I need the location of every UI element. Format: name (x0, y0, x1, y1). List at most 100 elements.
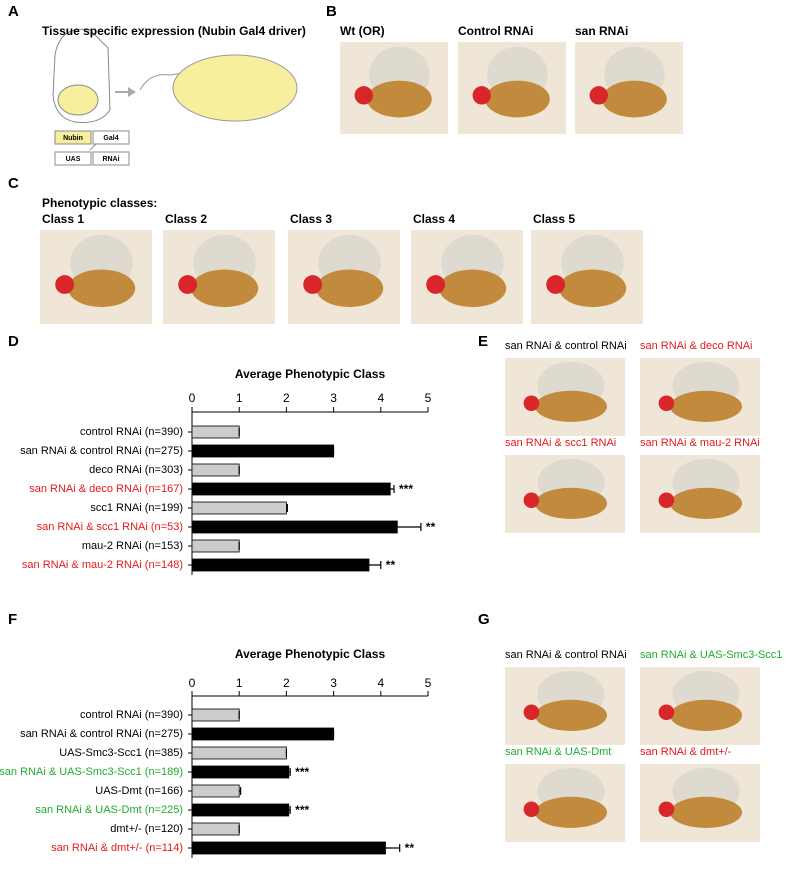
fly-eye (523, 395, 540, 412)
bar (191, 520, 398, 534)
fly-body (367, 80, 432, 118)
fly-eye (546, 275, 566, 294)
fly-body (602, 80, 667, 118)
gene-box (54, 151, 92, 166)
x-tick-label: 2 (283, 391, 290, 405)
y-tick-label: san RNAi & UAS-Smc3-Scc1 (n=189) (0, 766, 183, 778)
bar (191, 539, 240, 553)
y-tick-label: san RNAi & UAS-Dmt (n=225) (35, 804, 183, 816)
gene-box (92, 151, 130, 166)
caption: san RNAi & control RNAi (505, 340, 627, 352)
caption: san RNAi & control RNAi (505, 649, 627, 661)
y-tick-label: UAS-Smc3-Scc1 (n=385) (59, 747, 183, 759)
fly-body (670, 390, 742, 422)
fly-body (670, 796, 742, 828)
y-tick-label: san RNAi & scc1 RNAi (n=53) (37, 521, 183, 533)
panel-label: B (326, 3, 337, 20)
bar (191, 558, 370, 572)
pouch (57, 84, 99, 116)
x-tick-label: 5 (425, 676, 432, 690)
bar (191, 803, 290, 817)
caption: san RNAi (575, 24, 628, 38)
x-tick-label: 3 (330, 676, 337, 690)
significance: *** (399, 482, 413, 496)
wing (172, 54, 298, 122)
significance: *** (295, 765, 309, 779)
chart-title: Average Phenotypic Class (235, 367, 386, 381)
y-tick-label: san RNAi & control RNAi (n=275) (20, 445, 183, 457)
fly-eye (523, 492, 540, 509)
y-tick-label: UAS-Dmt (n=166) (95, 785, 183, 797)
fly-eye (354, 86, 373, 105)
panel-title: Phenotypic classes: (42, 196, 157, 210)
x-tick-label: 0 (189, 391, 196, 405)
significance: *** (295, 803, 309, 817)
bar (191, 463, 240, 477)
error-bar (369, 561, 382, 569)
error-bar (286, 504, 288, 512)
caption: Class 3 (290, 212, 332, 226)
y-tick-label: deco RNAi (n=303) (89, 464, 183, 476)
fly-eye (303, 275, 323, 294)
fly-eye (426, 275, 446, 294)
x-tick-label: 4 (377, 676, 384, 690)
panel-label: F (8, 611, 17, 628)
caption: san RNAi & scc1 RNAi (505, 437, 616, 449)
fly-eye (55, 275, 75, 294)
caption: san RNAi & dmt+/- (640, 746, 732, 758)
fly-eye (472, 86, 491, 105)
gene-label: UAS (66, 156, 81, 163)
fly-eye (589, 86, 608, 105)
y-tick-label: mau-2 RNAi (n=153) (82, 540, 183, 552)
error-bar (288, 806, 291, 814)
caption: Wt (OR) (340, 24, 385, 38)
fly-eye (658, 492, 675, 509)
fly-eye (658, 704, 675, 721)
y-tick-label: scc1 RNAi (n=199) (90, 502, 183, 514)
fly-eye (658, 801, 675, 818)
gene-box (92, 130, 130, 145)
caption: san RNAi & UAS-Smc3-Scc1 (640, 649, 782, 661)
caption: san RNAi & mau-2 RNAi (640, 437, 760, 449)
panel-title: Tissue specific expression (Nubin Gal4 d… (42, 24, 306, 38)
bar (191, 822, 240, 836)
x-tick-label: 2 (283, 676, 290, 690)
significance: ** (386, 558, 396, 572)
fly-body (439, 269, 507, 308)
bar (191, 425, 240, 439)
y-tick-label: control RNAi (n=390) (80, 426, 183, 438)
y-tick-label: san RNAi & mau-2 RNAi (n=148) (22, 559, 183, 571)
y-tick-label: san RNAi & dmt+/- (n=114) (51, 842, 183, 854)
y-tick-label: san RNAi & control RNAi (n=275) (20, 728, 183, 740)
panel-label: G (478, 611, 490, 628)
bar (191, 746, 287, 760)
error-bar (385, 844, 401, 852)
fly-body (316, 269, 384, 308)
panel-label: E (478, 333, 488, 350)
fly-body (485, 80, 550, 118)
fly-body (68, 269, 136, 308)
gene-label: Gal4 (103, 135, 118, 142)
bar (191, 765, 290, 779)
gene-box (54, 130, 92, 145)
fly-body (559, 269, 627, 308)
significance: ** (405, 841, 415, 855)
error-bar (288, 768, 291, 776)
y-tick-label: dmt+/- (n=120) (110, 823, 183, 835)
error-bar (390, 485, 395, 493)
diagram (52, 28, 298, 151)
bar (191, 501, 287, 515)
bar (191, 444, 335, 458)
bar (191, 482, 391, 496)
y-tick-label: san RNAi & deco RNAi (n=167) (29, 483, 183, 495)
panel-label: D (8, 333, 19, 350)
caption: Class 2 (165, 212, 207, 226)
gene-label: Nubin (63, 135, 83, 142)
bar (191, 784, 240, 798)
bar (191, 727, 335, 741)
bar (191, 841, 386, 855)
fly-body (670, 699, 742, 731)
fly-body (670, 487, 742, 519)
significance: ** (426, 520, 436, 534)
